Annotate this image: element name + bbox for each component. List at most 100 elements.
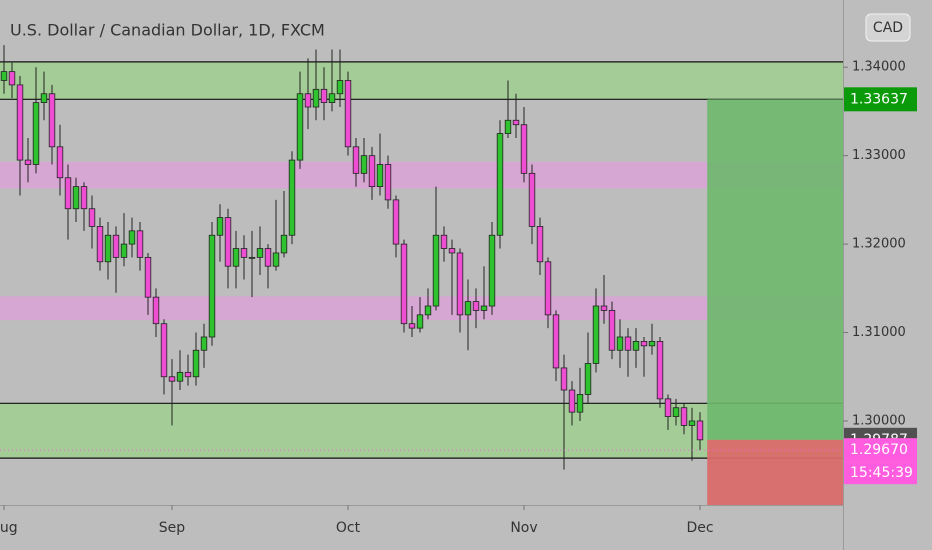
price-tag — [844, 87, 917, 112]
candle-body — [24, 159, 32, 165]
candle-body — [192, 349, 200, 378]
candle-body — [176, 371, 184, 382]
candle-body — [680, 407, 688, 426]
candle-body — [520, 124, 528, 174]
candle-body — [384, 164, 392, 201]
candle-body — [128, 230, 136, 245]
candle-body — [40, 93, 48, 103]
candle-body — [208, 234, 216, 338]
candle-body — [288, 159, 296, 236]
candle-body — [472, 301, 480, 311]
candle-body — [688, 420, 696, 426]
candle-body — [32, 102, 40, 165]
candle-body — [152, 296, 160, 325]
candle-body — [328, 93, 336, 103]
candle-body — [440, 234, 448, 249]
candle-body — [640, 340, 648, 347]
candle-body — [296, 93, 304, 161]
x-tick-label: Dec — [686, 520, 713, 536]
candle-body — [320, 88, 328, 103]
candle-body — [448, 248, 456, 254]
candle-body — [216, 217, 224, 236]
price-tag-label: 1.33637 — [850, 91, 908, 107]
candle-body — [368, 155, 376, 188]
candle-body — [512, 119, 520, 126]
candle-body — [424, 305, 432, 316]
candle-body — [360, 155, 368, 174]
candle-body — [408, 323, 416, 329]
candle-body — [544, 261, 552, 316]
countdown-label: 15:45:39 — [850, 465, 913, 481]
candle-body — [56, 146, 64, 179]
candle-body — [248, 256, 256, 259]
x-tick-label: Nov — [510, 520, 537, 536]
chart-title: U.S. Dollar / Canadian Dollar, 1D, FXCM — [10, 21, 325, 40]
candle-body — [632, 340, 640, 351]
candle-body — [496, 133, 504, 236]
candle-body — [104, 234, 112, 263]
candle-body — [568, 389, 576, 413]
candle-body — [464, 301, 472, 316]
candle-body — [504, 119, 512, 134]
candle-body — [312, 88, 320, 108]
candle-body — [80, 186, 88, 210]
candle-body — [344, 80, 352, 148]
candle-body — [144, 256, 152, 298]
candle-body — [480, 305, 488, 311]
price-tag — [844, 438, 917, 463]
candle-body — [488, 234, 496, 307]
candle-body — [48, 93, 56, 148]
candle-body — [184, 371, 192, 378]
position-profit — [707, 99, 843, 440]
y-tick-label: 1.30000 — [852, 413, 906, 428]
candle-body — [304, 93, 312, 108]
candle-body — [616, 336, 624, 351]
candle-body — [64, 177, 72, 210]
candle-body — [112, 234, 120, 258]
currency-button-label[interactable]: CAD — [873, 20, 903, 36]
candle-body — [336, 80, 344, 95]
zone — [0, 61, 843, 100]
candle-body — [552, 314, 560, 369]
candle-body — [584, 363, 592, 395]
candle-body — [528, 172, 536, 227]
candle-body — [392, 199, 400, 245]
candle-body — [72, 186, 80, 210]
currency-button[interactable] — [865, 13, 911, 42]
candle-body — [608, 310, 616, 351]
plot-area — [0, 45, 843, 505]
candle-body — [256, 248, 264, 258]
candle-body — [136, 230, 144, 258]
candle-body — [696, 420, 704, 441]
x-tick-label: Aug — [0, 520, 18, 536]
candle-body — [352, 146, 360, 174]
candle-body — [664, 398, 672, 417]
candle-body — [600, 305, 608, 311]
candle-body — [456, 252, 464, 316]
x-tick-label: Sep — [159, 520, 186, 536]
candle-body — [168, 376, 176, 382]
candle-body — [592, 305, 600, 364]
countdown-tag — [844, 462, 917, 485]
candle-body — [416, 314, 424, 329]
candle-body — [264, 248, 272, 267]
candle-body — [16, 84, 24, 161]
candle-body — [200, 336, 208, 351]
candle-body — [624, 336, 632, 351]
candle-body — [96, 226, 104, 263]
candle-body — [280, 234, 288, 254]
y-tick-label: 1.31000 — [852, 325, 906, 340]
y-tick-label: 1.34000 — [852, 60, 906, 75]
candle-body — [432, 234, 440, 307]
position-loss — [707, 439, 843, 505]
candle-body — [576, 394, 584, 413]
zone — [0, 161, 843, 189]
candle-body — [656, 340, 664, 400]
candle-body — [232, 248, 240, 267]
candle-body — [224, 217, 232, 267]
candle-body — [0, 71, 8, 81]
y-tick-label: 1.33000 — [852, 148, 906, 163]
candle-body — [272, 252, 280, 267]
